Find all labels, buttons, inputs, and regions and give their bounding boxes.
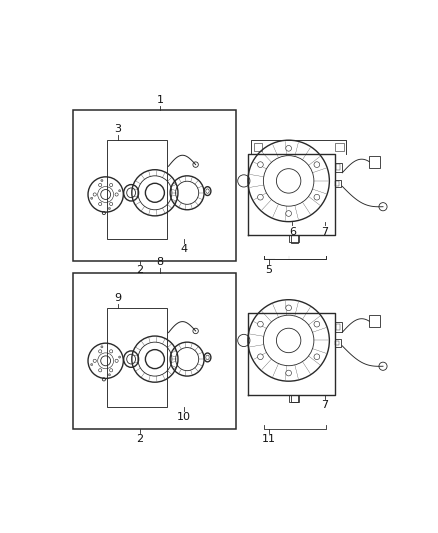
Circle shape — [119, 356, 121, 358]
Circle shape — [91, 197, 93, 199]
Bar — [74, 110, 237, 261]
Text: 5: 5 — [265, 265, 272, 275]
Text: 6: 6 — [289, 227, 296, 237]
Circle shape — [286, 211, 291, 216]
Bar — [336, 341, 339, 345]
Text: 2: 2 — [136, 434, 143, 444]
Bar — [369, 156, 380, 168]
Text: 8: 8 — [156, 257, 163, 268]
Bar — [336, 324, 340, 330]
Circle shape — [91, 364, 93, 366]
Circle shape — [286, 146, 291, 151]
Bar — [369, 315, 380, 327]
Circle shape — [101, 346, 103, 348]
Text: 7: 7 — [321, 400, 328, 410]
Circle shape — [258, 161, 263, 167]
Circle shape — [258, 354, 263, 360]
Bar — [107, 140, 167, 239]
Circle shape — [314, 354, 320, 360]
Bar — [336, 143, 344, 151]
Bar — [335, 180, 341, 188]
Bar — [289, 395, 299, 401]
Text: 9: 9 — [114, 293, 121, 303]
Bar — [291, 395, 298, 402]
Bar — [291, 235, 298, 243]
Circle shape — [314, 321, 320, 327]
Circle shape — [119, 190, 121, 192]
Circle shape — [258, 321, 263, 327]
Bar — [335, 340, 341, 347]
Bar — [107, 308, 167, 407]
Text: 2: 2 — [136, 265, 143, 275]
Bar — [336, 165, 340, 170]
Circle shape — [108, 374, 110, 376]
Text: 11: 11 — [261, 434, 276, 444]
Text: 10: 10 — [177, 412, 191, 422]
Text: 1: 1 — [156, 94, 163, 104]
Text: 7: 7 — [321, 227, 328, 237]
Circle shape — [314, 161, 320, 167]
Circle shape — [286, 370, 291, 376]
Circle shape — [286, 305, 291, 311]
Text: 4: 4 — [180, 244, 187, 254]
Bar — [289, 235, 299, 242]
Circle shape — [258, 195, 263, 200]
Circle shape — [314, 195, 320, 200]
Circle shape — [101, 180, 103, 182]
Bar — [335, 163, 342, 172]
Circle shape — [108, 207, 110, 209]
Text: 3: 3 — [114, 124, 121, 134]
Bar — [254, 143, 262, 151]
Bar — [74, 272, 237, 429]
Bar — [336, 181, 339, 186]
Bar — [335, 322, 342, 332]
